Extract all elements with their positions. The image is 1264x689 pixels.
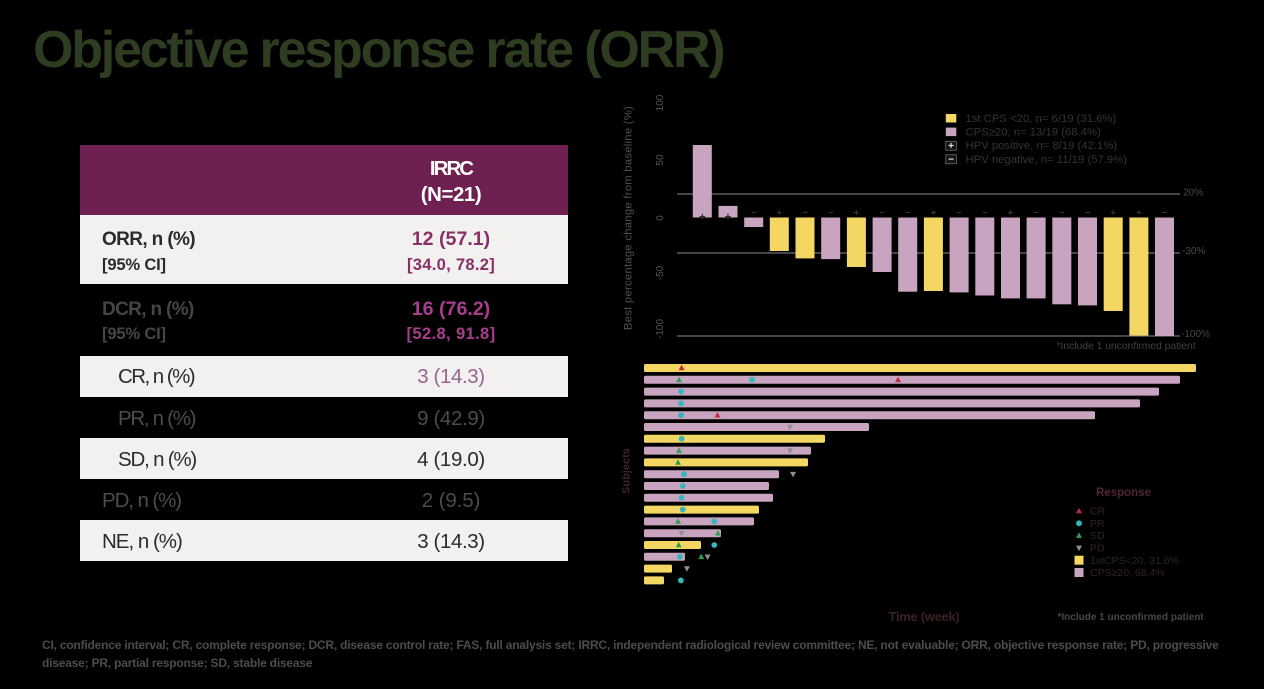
svg-text:−: −	[1085, 208, 1091, 219]
svg-text:−: −	[828, 208, 834, 219]
svg-text:−: −	[751, 208, 757, 219]
svg-text:PD: PD	[1090, 543, 1105, 555]
svg-text:Best percentage change from ba: Best percentage change from baseline (%)	[623, 106, 635, 330]
svg-text:HPV negative, n= 11/19 (57.9%): HPV negative, n= 11/19 (57.9%)	[966, 154, 1128, 166]
svg-text:Time (week): Time (week)	[889, 609, 960, 624]
svg-text:−: −	[879, 208, 885, 219]
svg-text:Response: Response	[1096, 487, 1151, 499]
svg-text:HPV positive, n= 8/19 (42.1%): HPV positive, n= 8/19 (42.1%)	[966, 140, 1118, 152]
svg-text:+: +	[931, 208, 937, 219]
svg-text:CPS≥20, n= 13/19 (68.4%): CPS≥20, n= 13/19 (68.4%)	[966, 127, 1101, 139]
svg-text:PR: PR	[1090, 518, 1105, 530]
svg-text:-50: -50	[655, 265, 666, 280]
svg-text:+: +	[699, 212, 705, 224]
svg-text:−: −	[1033, 208, 1039, 219]
svg-text:20%: 20%	[1183, 188, 1203, 199]
svg-text:−: −	[802, 208, 808, 219]
svg-text:*Include 1 unconfirmed patient: *Include 1 unconfirmed patient	[1057, 341, 1196, 352]
svg-text:0: 0	[655, 215, 666, 221]
svg-text:−: −	[1059, 208, 1065, 219]
svg-text:SD: SD	[1090, 530, 1105, 542]
svg-text:Subjects: Subjects	[621, 448, 633, 494]
svg-text:CPS≥20, 68.4%: CPS≥20, 68.4%	[1090, 567, 1165, 579]
svg-text:−: −	[905, 208, 911, 219]
svg-text:+: +	[777, 208, 783, 219]
svg-text:+: +	[1008, 208, 1014, 219]
svg-text:+: +	[725, 212, 731, 224]
svg-text:*Include 1 unconfirmed patient: *Include 1 unconfirmed patient	[1058, 612, 1205, 623]
svg-text:-100: -100	[655, 319, 666, 339]
svg-text:-30%: -30%	[1182, 246, 1205, 257]
svg-text:-100%: -100%	[1181, 329, 1210, 340]
svg-text:100: 100	[655, 94, 666, 111]
svg-text:+: +	[1136, 208, 1142, 219]
svg-text:−: −	[982, 208, 988, 219]
svg-text:−: −	[956, 208, 962, 219]
svg-text:CR: CR	[1090, 506, 1106, 518]
svg-text:+: +	[948, 141, 954, 152]
svg-text:50: 50	[655, 154, 666, 166]
svg-text:1stCPS<20, 31.6%: 1stCPS<20, 31.6%	[1090, 555, 1179, 567]
svg-text:+: +	[854, 208, 860, 219]
svg-text:1st CPS <20, n= 6/19 (31.6%): 1st CPS <20, n= 6/19 (31.6%)	[966, 113, 1117, 125]
svg-text:−: −	[1162, 208, 1168, 219]
svg-text:+: +	[1110, 208, 1116, 219]
svg-text:−: −	[948, 154, 954, 165]
